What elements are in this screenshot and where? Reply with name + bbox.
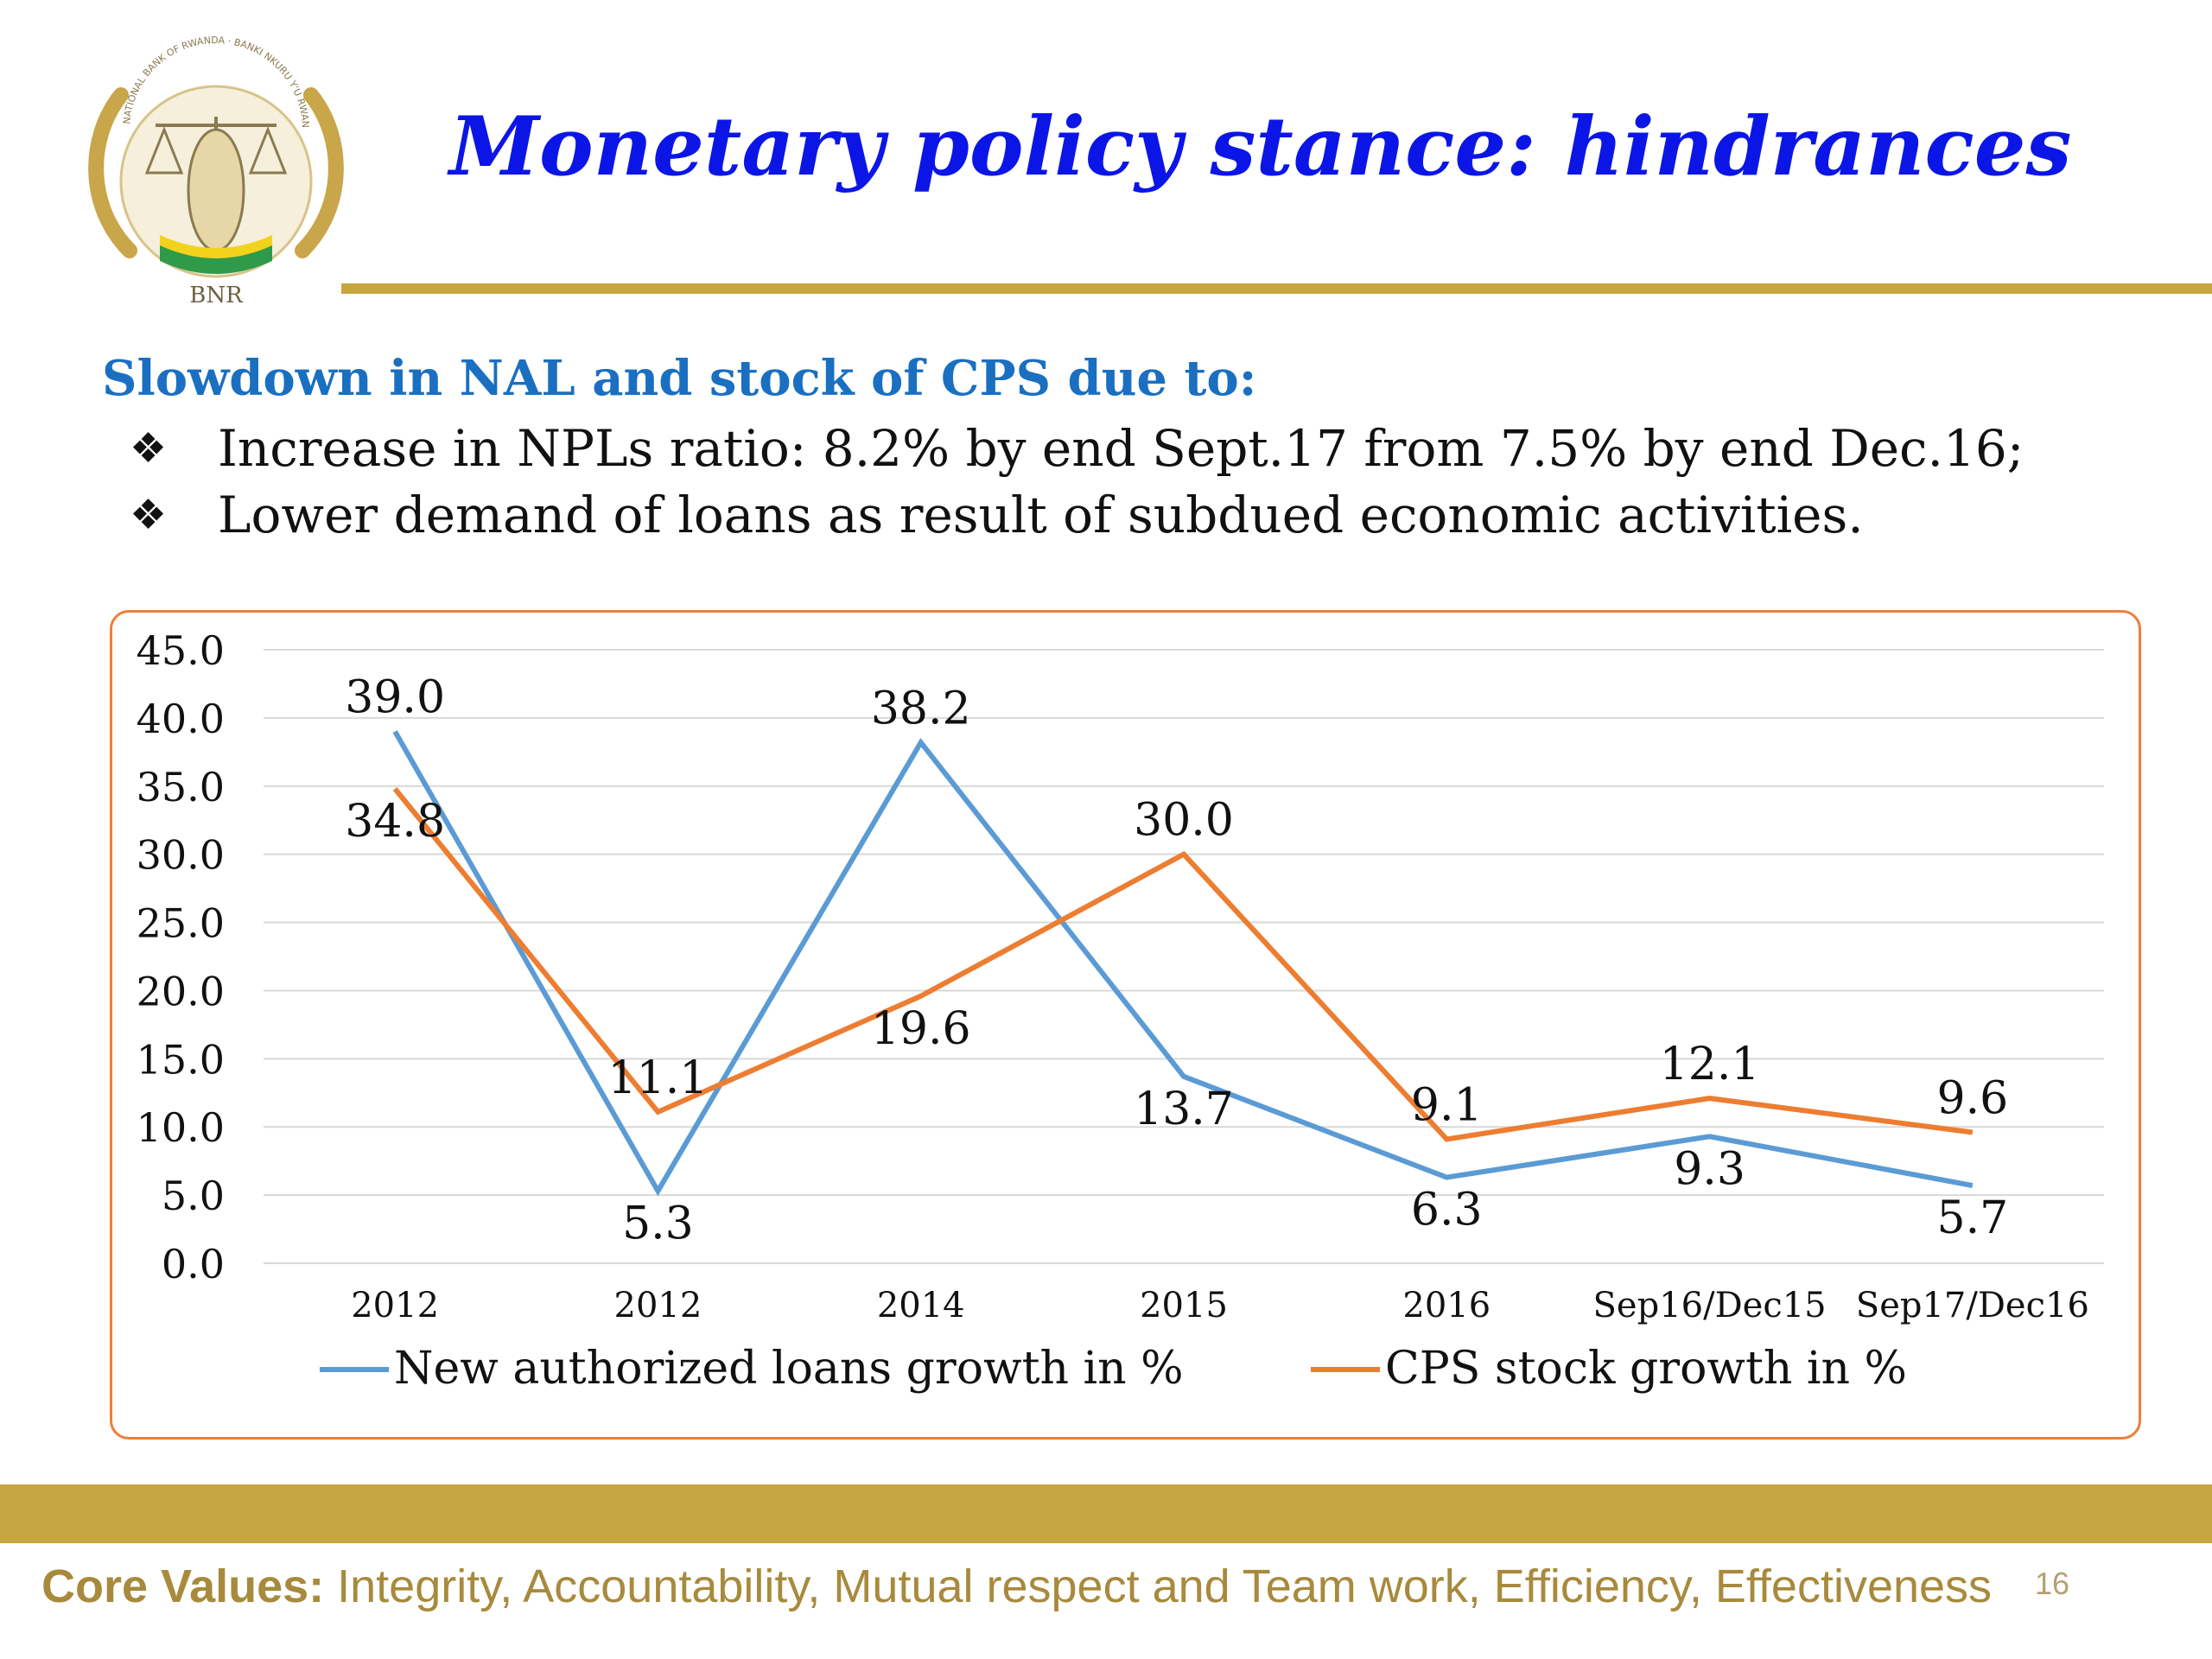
data-label: 11.1 (608, 1052, 709, 1104)
data-label: 6.3 (1411, 1185, 1483, 1236)
bullet-item: ❖ Lower demand of loans as result of sub… (130, 481, 2024, 548)
footer-band (0, 1484, 2212, 1543)
y-tick-label: 45.0 (137, 627, 225, 674)
chart-canvas: 0.0 5.0 10.0 15.0 20.0 25.0 30.0 35.0 40.0 45.0 20… (137, 627, 2104, 1395)
legend-label-2: CPS stock growth in % (1385, 1343, 1907, 1395)
x-tick-label: Sep17/Dec16 (1856, 1286, 2089, 1325)
y-tick-label: 0.0 (162, 1241, 225, 1287)
diamond-bullet-icon: ❖ (130, 423, 168, 473)
y-tick-label: 5.0 (162, 1173, 225, 1219)
data-label: 13.7 (1134, 1084, 1234, 1135)
y-tick-label: 35.0 (137, 764, 225, 810)
data-label: 9.3 (1674, 1143, 1745, 1195)
y-tick-label: 20.0 (137, 968, 225, 1014)
x-tick-label: 2015 (1140, 1286, 1228, 1325)
core-values-label: Core Values: (41, 1560, 325, 1612)
x-tick-label: 2012 (351, 1286, 439, 1325)
data-label: 39.0 (345, 672, 445, 724)
page-number: 16 (2035, 1566, 2070, 1601)
bullet-list: ❖ Increase in NPLs ratio: 8.2% by end Se… (130, 415, 2024, 548)
line-chart: 0.0 5.0 10.0 15.0 20.0 25.0 30.0 35.0 40.0 45.0 20… (110, 610, 2141, 1440)
page-title: Monetary policy stance: hindrances (449, 99, 2072, 194)
section-subtitle: Slowdown in NAL and stock of CPS due to: (102, 350, 1257, 407)
y-tick-label: 25.0 (137, 900, 225, 947)
bnr-logo: NATIONAL BANK OF RWANDA · BANKI NKURU Y'… (74, 26, 354, 311)
y-tick-label: 15.0 (137, 1036, 225, 1083)
x-tick-label: Sep16/Dec15 (1593, 1286, 1827, 1325)
data-label: 5.7 (1937, 1192, 2009, 1244)
bullet-text: Increase in NPLs ratio: 8.2% by end Sept… (218, 418, 2024, 478)
data-label: 5.3 (622, 1198, 694, 1249)
data-label: 30.0 (1134, 795, 1234, 847)
bullet-text: Lower demand of loans as result of subdu… (218, 485, 1864, 544)
x-tick-label: 2014 (877, 1286, 965, 1325)
data-label: 9.1 (1411, 1079, 1483, 1131)
title-divider (341, 283, 2212, 294)
x-tick-label: 2012 (614, 1286, 702, 1325)
core-values-text: Integrity, Accountability, Mutual respec… (324, 1560, 1993, 1612)
core-values: Core Values: Integrity, Accountability, … (41, 1560, 1992, 1613)
y-tick-label: 10.0 (137, 1104, 225, 1151)
x-tick-label: 2016 (1402, 1286, 1491, 1325)
data-label: 12.1 (1660, 1039, 1760, 1090)
data-label: 38.2 (871, 683, 971, 734)
data-label: 34.8 (345, 796, 445, 848)
data-label: 9.6 (1937, 1073, 2009, 1125)
bullet-item: ❖ Increase in NPLs ratio: 8.2% by end Se… (130, 415, 2024, 481)
data-label: 19.6 (871, 1003, 971, 1055)
series-line-1 (392, 730, 1974, 1197)
logo-label: BNR (189, 283, 244, 308)
series-line-2 (392, 787, 1974, 1142)
y-tick-label: 40.0 (137, 696, 225, 742)
diamond-bullet-icon: ❖ (130, 490, 168, 539)
y-tick-label: 30.0 (137, 832, 225, 879)
legend-label-1: New authorized loans growth in % (394, 1343, 1184, 1395)
